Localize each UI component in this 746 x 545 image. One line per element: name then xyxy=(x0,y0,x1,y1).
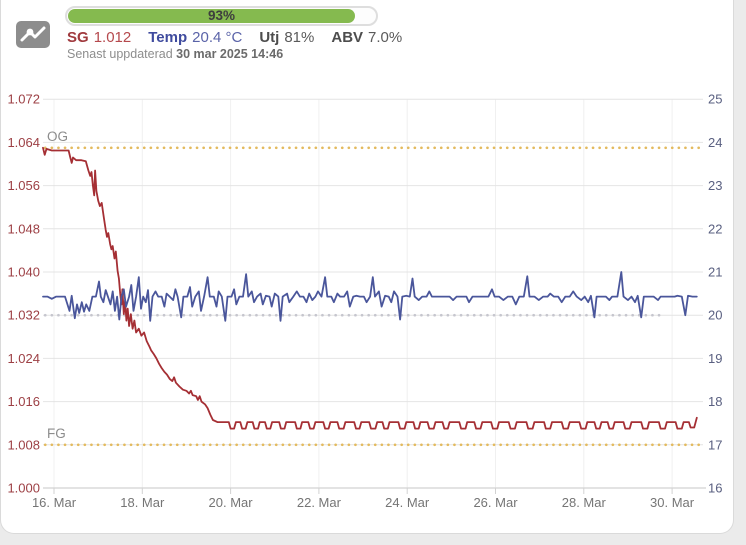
y-left-tick-label: 1.048 xyxy=(7,221,40,236)
fermentation-chart[interactable]: 16. Mar 18. Mar 20. Mar 22. Mar 24. Mar 26. M… xyxy=(1,0,733,533)
attenuation-progress-bar: 93% xyxy=(65,6,378,26)
x-tick-label: 28. Mar xyxy=(562,495,607,510)
y-right-tick-label: 24 xyxy=(708,135,722,150)
x-tick-label: 18. Mar xyxy=(120,495,165,510)
last-updated: Senast uppdaterad 30 mar 2025 14:46 xyxy=(67,47,283,61)
series-sg xyxy=(42,146,698,430)
y-right-tick-label: 19 xyxy=(708,351,722,366)
x-grid: 16. Mar 18. Mar 20. Mar 22. Mar 24. Mar 26. M… xyxy=(32,99,695,510)
y-right-tick-label: 25 xyxy=(708,92,722,107)
stat-abv-value: 7.0% xyxy=(368,29,403,46)
x-tick-label: 30. Mar xyxy=(650,495,695,510)
y-right-tick-label: 17 xyxy=(708,437,722,452)
y-left-tick-label: 1.032 xyxy=(7,308,40,323)
progress-fill xyxy=(68,9,356,23)
stat-sg-value: 1.012 xyxy=(93,29,132,46)
y-right-tick-label: 16 xyxy=(708,481,722,496)
chart-trend-icon xyxy=(16,21,50,48)
y-left-tick-label: 1.000 xyxy=(7,481,40,496)
y-left-tick-label: 1.072 xyxy=(7,92,40,107)
ref-line-label-fg: FG xyxy=(47,426,66,441)
fermentation-card: 16. Mar 18. Mar 20. Mar 22. Mar 24. Mar 26. M… xyxy=(0,0,734,534)
x-tick-label: 22. Mar xyxy=(297,495,342,510)
stats-row: SG 1.012 Temp 20.4 °C Utj 81% ABV 7.0% xyxy=(67,29,402,46)
stat-utj: Utj 81% xyxy=(259,29,314,46)
y-right-tick-label: 20 xyxy=(708,308,722,323)
stat-temp-label: Temp xyxy=(148,29,188,46)
stat-abv-label: ABV xyxy=(331,29,364,46)
stat-sg-label: SG xyxy=(67,29,89,46)
y-right-tick-label: 23 xyxy=(708,178,722,193)
stat-abv: ABV 7.0% xyxy=(331,29,402,46)
stat-temp-value: 20.4 °C xyxy=(192,29,243,46)
y-left-tick-label: 1.024 xyxy=(7,351,40,366)
y-right-tick-label: 22 xyxy=(708,221,722,236)
y-left-tick-label: 1.064 xyxy=(7,135,40,150)
y-right-tick-label: 21 xyxy=(708,265,722,280)
stat-utj-label: Utj xyxy=(259,29,280,46)
y-left-tick-label: 1.056 xyxy=(7,178,40,193)
stat-temp: Temp 20.4 °C xyxy=(148,29,242,46)
ref-line-label-og: OG xyxy=(47,129,68,144)
x-tick-label: 24. Mar xyxy=(385,495,430,510)
x-tick-label: 20. Mar xyxy=(209,495,254,510)
y-left-tick-label: 1.008 xyxy=(7,437,40,452)
progress-label: 93% xyxy=(207,8,236,23)
y-right-tick-label: 18 xyxy=(708,394,722,409)
stat-utj-value: 81% xyxy=(284,29,315,46)
last-updated-value: 30 mar 2025 14:46 xyxy=(176,47,284,61)
series-temp xyxy=(42,271,698,322)
x-tick-label: 16. Mar xyxy=(32,495,77,510)
x-tick-label: 26. Mar xyxy=(473,495,518,510)
y-left-tick-label: 1.016 xyxy=(7,394,40,409)
stat-sg: SG 1.012 xyxy=(67,29,131,46)
y-left-tick-label: 1.040 xyxy=(7,265,40,280)
last-updated-prefix: Senast uppdaterad xyxy=(67,47,177,61)
y-grid: 1.000 16 1.008 17 1.016 18 1.024 19 1.032 20 1.040… xyxy=(7,92,722,496)
